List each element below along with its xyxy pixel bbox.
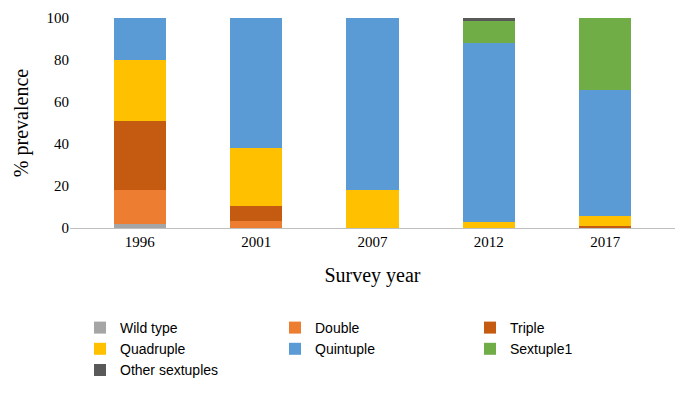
svg-text:2007: 2007 xyxy=(358,234,389,250)
svg-text:Quadruple: Quadruple xyxy=(120,341,186,357)
svg-text:Other sextuples: Other sextuples xyxy=(120,362,218,378)
svg-text:Double: Double xyxy=(315,320,360,336)
svg-text:40: 40 xyxy=(54,136,69,152)
svg-text:Survey year: Survey year xyxy=(324,264,420,287)
svg-text:80: 80 xyxy=(54,52,69,68)
svg-text:60: 60 xyxy=(54,94,69,110)
svg-text:Wild type: Wild type xyxy=(120,320,178,336)
svg-text:2001: 2001 xyxy=(241,234,271,250)
svg-text:% prevalence: % prevalence xyxy=(10,69,33,177)
svg-text:Quintuple: Quintuple xyxy=(315,341,375,357)
svg-text:100: 100 xyxy=(47,10,70,26)
svg-text:0: 0 xyxy=(62,220,70,236)
svg-text:2012: 2012 xyxy=(474,234,504,250)
svg-text:20: 20 xyxy=(54,178,69,194)
svg-text:Triple: Triple xyxy=(510,320,545,336)
svg-text:Sextuple1: Sextuple1 xyxy=(510,341,572,357)
svg-text:1996: 1996 xyxy=(125,234,156,250)
svg-text:2017: 2017 xyxy=(590,234,621,250)
